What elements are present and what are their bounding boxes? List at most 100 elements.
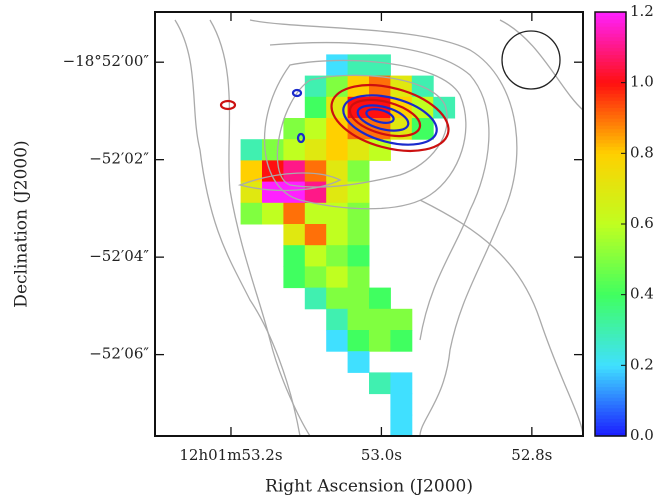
- colorbar-step: [595, 358, 626, 363]
- colorbar-step: [595, 418, 626, 423]
- colorbar-step: [595, 43, 626, 48]
- colorbar-step: [595, 125, 626, 130]
- line-contours: [219, 84, 450, 152]
- pixel: [304, 75, 327, 98]
- colorbar-step: [595, 386, 626, 391]
- colorbar-step: [595, 47, 626, 52]
- colorbar-step: [595, 291, 626, 296]
- colorbar-step: [595, 421, 626, 426]
- pixel: [304, 96, 327, 119]
- colorbar-step: [595, 178, 626, 183]
- colorbar-step: [595, 227, 626, 232]
- pixel: [304, 118, 327, 140]
- pixel: [347, 181, 370, 204]
- colorbar-step: [595, 114, 626, 119]
- colorbar-step: [595, 326, 626, 331]
- y-tick-label: −52′02″: [89, 150, 149, 168]
- colorbar-step: [595, 19, 626, 24]
- colorbar-step: [595, 103, 626, 108]
- colorbar-step: [595, 132, 626, 137]
- colorbar-step: [595, 432, 626, 437]
- colorbar-step: [595, 93, 626, 98]
- colorbar-step: [595, 96, 626, 101]
- colorbar-step: [595, 100, 626, 105]
- pixel: [347, 330, 370, 352]
- colorbar-step: [595, 248, 626, 253]
- colorbar-step: [595, 351, 626, 356]
- contour: [296, 132, 306, 144]
- colorbar-step: [595, 428, 626, 434]
- colorbar-step: [595, 206, 626, 211]
- colorbar-step: [595, 26, 626, 31]
- pixel: [283, 202, 306, 225]
- colorbar-step: [595, 379, 626, 384]
- colorbar-step: [595, 273, 626, 278]
- colorbar-step: [595, 86, 626, 91]
- colorbar-step: [595, 163, 626, 169]
- colorbar-step: [595, 199, 626, 204]
- colorbar-step: [595, 252, 626, 257]
- colorbar-step: [595, 375, 626, 381]
- colorbar-step: [595, 192, 626, 197]
- colorbar-step: [595, 390, 626, 395]
- pixel: [304, 287, 327, 310]
- colorbar-tick-label: 0.6: [630, 214, 654, 232]
- pixel: [347, 351, 370, 373]
- colorbar-step: [595, 174, 626, 179]
- colorbar-step: [595, 181, 626, 186]
- colorbar-step: [595, 22, 626, 27]
- colorbar-step: [595, 312, 626, 317]
- x-tick-label: 53.0s: [361, 446, 402, 464]
- colorbar-step: [595, 72, 626, 77]
- colorbar-step: [595, 36, 626, 41]
- pixel: [369, 308, 391, 331]
- colorbar-step: [595, 372, 626, 377]
- contour: [348, 98, 422, 138]
- contour: [219, 99, 237, 111]
- pixel: [283, 245, 306, 267]
- colorbar-step: [595, 139, 626, 144]
- pixel: [347, 96, 370, 119]
- contour: [365, 108, 395, 124]
- colorbar-step: [595, 121, 626, 126]
- colorbar-step: [595, 110, 626, 116]
- contour: [174, 19, 301, 437]
- colorbar-step: [595, 12, 626, 17]
- colorbar-step: [595, 29, 626, 34]
- plot-frame: [154, 11, 584, 437]
- colorbar-step: [595, 259, 626, 264]
- contour: [237, 172, 342, 192]
- pixel: [262, 202, 284, 225]
- colorbar-step: [595, 50, 626, 55]
- colorbar-step: [595, 79, 626, 84]
- pixel: [283, 181, 306, 204]
- contour: [499, 19, 584, 111]
- colorbar-step: [595, 160, 626, 165]
- colorbar-step: [595, 319, 626, 324]
- colorbar-step: [595, 216, 626, 222]
- colorbar-step: [595, 337, 626, 342]
- pixel: [411, 118, 434, 140]
- colorbar-step: [595, 202, 626, 207]
- pixel: [304, 266, 327, 289]
- pixel: [326, 75, 349, 98]
- colorbar-step: [595, 255, 626, 260]
- pixel: [369, 54, 391, 77]
- colorbar-step: [595, 354, 626, 359]
- pixel: [326, 330, 349, 352]
- y-tick-label: −52′04″: [89, 247, 149, 265]
- colorbar-step: [595, 15, 626, 20]
- colorbar-step: [595, 82, 626, 87]
- pixel: [433, 96, 456, 119]
- pixel: [326, 224, 349, 246]
- pixel: [240, 160, 263, 183]
- pixel: [283, 160, 306, 183]
- colorbar-step: [595, 294, 626, 299]
- pixel: [369, 372, 391, 395]
- colorbar-step: [595, 305, 626, 310]
- pixel: [347, 266, 370, 289]
- pixel: [390, 372, 413, 395]
- y-tick-label: −52′06″: [89, 345, 149, 363]
- contour: [419, 199, 584, 437]
